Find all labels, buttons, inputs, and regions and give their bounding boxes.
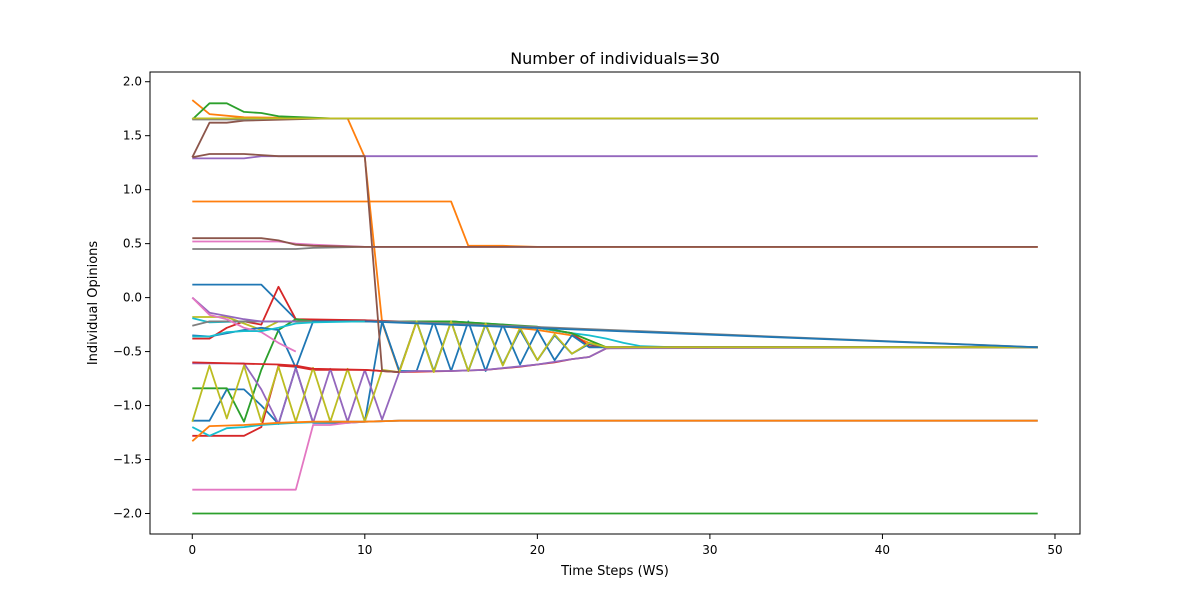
y-tick-label: 0.5: [123, 237, 142, 251]
y-tick-label: 1.0: [123, 183, 142, 197]
chart-title: Number of individuals=30: [510, 49, 720, 68]
y-tick-label: 0.0: [123, 291, 142, 305]
y-tick-label: −2.0: [113, 506, 142, 520]
series-line-19: [191, 320, 1038, 423]
y-tick-label: −1.5: [113, 453, 142, 467]
x-tick-label: 30: [702, 543, 717, 557]
series-line-16: [192, 237, 1038, 248]
series-layer: [191, 99, 1038, 515]
x-tick-label: 0: [188, 543, 196, 557]
series-line-27: [191, 296, 297, 353]
x-tick-label: 20: [530, 543, 545, 557]
y-tick-label: −1.0: [113, 399, 142, 413]
x-tick-label: 50: [1047, 543, 1062, 557]
y-tick-label: 2.0: [123, 75, 142, 89]
plot-frame: [149, 71, 1081, 535]
series-line-5: [192, 155, 1038, 160]
x-tick-label: 40: [875, 543, 890, 557]
series-line-24: [192, 361, 400, 373]
series-line-30: [192, 320, 365, 338]
x-tick-label: 10: [357, 543, 372, 557]
series-line-22: [191, 419, 1038, 442]
axes-layer: 0 10 20 30 40 50 −2.0 −1.5 −1.0 −0.5 0.0 0.5 1.0 1.5 2…: [113, 75, 1063, 557]
series-line-4: [192, 285, 1038, 349]
series-line-25: [191, 296, 296, 323]
y-tick-label: 1.5: [123, 129, 142, 143]
y-axis-label: Individual Opinions: [86, 241, 101, 366]
series-line-26: [192, 153, 400, 373]
x-axis-label: Time Steps (WS): [560, 564, 669, 579]
y-tick-label: −0.5: [113, 345, 142, 359]
